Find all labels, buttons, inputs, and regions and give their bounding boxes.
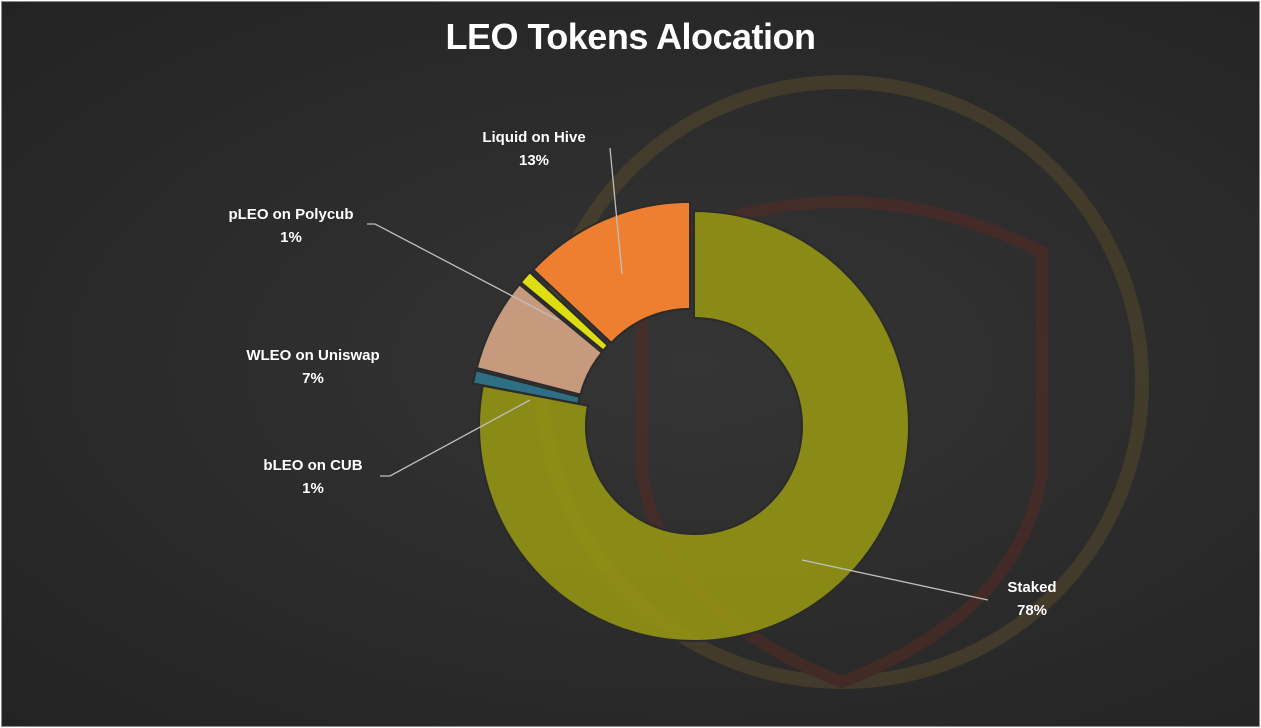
leader-line [801,559,989,601]
slice-bleo-on-cub [471,369,581,405]
slice-label: Liquid on Hive [482,129,585,146]
leader-line [609,147,623,275]
slice-staked [478,209,910,642]
slice-wleo-on-uniswap [475,283,604,396]
slice-label: Staked [1007,579,1056,596]
slice-percent-label: 1% [302,480,324,497]
slice-label: pLEO on Polycub [228,206,353,223]
slice-percent-label: 1% [280,229,302,246]
leader-line [380,399,531,477]
chart-title: LEO Tokens Alocation [445,16,816,57]
slice-label: bLEO on CUB [263,457,362,474]
slice-label: WLEO on Uniswap [246,347,379,364]
slice-liquid-on-hive [531,200,692,345]
slice-percent-label: 7% [302,370,324,387]
slice-percent-label: 78% [1017,602,1047,619]
leader-line [367,223,559,321]
slice-pleo-on-polycub [519,270,610,352]
slice-percent-label: 13% [519,152,549,169]
